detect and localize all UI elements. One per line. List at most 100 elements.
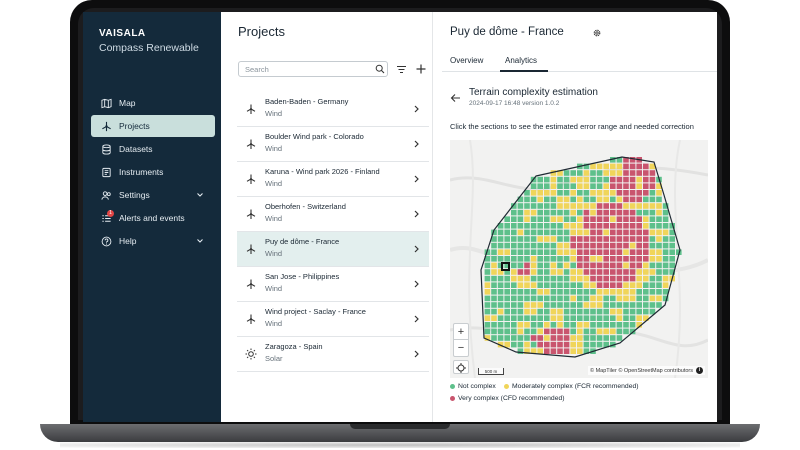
grid-cell[interactable] — [629, 163, 636, 170]
grid-cell[interactable] — [517, 322, 524, 328]
grid-cell[interactable] — [491, 249, 497, 255]
grid-cell[interactable] — [636, 269, 642, 275]
grid-cell[interactable] — [570, 328, 576, 335]
grid-cell[interactable] — [649, 229, 656, 236]
grid-cell[interactable] — [623, 209, 629, 216]
grid-cell[interactable] — [517, 335, 524, 341]
grid-cell[interactable] — [504, 315, 510, 321]
grid-cell[interactable] — [544, 282, 550, 288]
grid-cell[interactable] — [583, 170, 590, 176]
grid-cell[interactable] — [517, 236, 524, 242]
grid-cell[interactable] — [491, 322, 497, 328]
grid-cell[interactable] — [662, 209, 669, 216]
grid-cell[interactable] — [623, 302, 629, 308]
grid-cell[interactable] — [603, 335, 609, 341]
grid-cell[interactable] — [537, 348, 543, 354]
grid-cell[interactable] — [636, 170, 642, 176]
grid-cell[interactable] — [563, 322, 570, 328]
grid-cell[interactable] — [557, 328, 563, 335]
grid-cell[interactable] — [557, 236, 563, 242]
grid-cell[interactable] — [550, 196, 557, 203]
grid-cell[interactable] — [517, 328, 524, 335]
grid-cell[interactable] — [669, 229, 675, 236]
grid-cell[interactable] — [629, 308, 636, 315]
grid-cell[interactable] — [629, 322, 636, 328]
grid-cell[interactable] — [603, 196, 609, 203]
grid-cell[interactable] — [524, 308, 530, 315]
grid-cell[interactable] — [603, 190, 609, 196]
grid-cell[interactable] — [530, 190, 537, 196]
grid-cell[interactable] — [570, 209, 576, 216]
grid-cell[interactable] — [511, 322, 517, 328]
grid-cell[interactable] — [636, 176, 642, 183]
grid-cell[interactable] — [563, 341, 570, 348]
grid-cell[interactable] — [610, 242, 616, 249]
grid-cell[interactable] — [590, 242, 596, 249]
grid-cell[interactable] — [662, 223, 669, 229]
grid-cell[interactable] — [603, 223, 609, 229]
grid-cell[interactable] — [544, 176, 550, 183]
grid-cell[interactable] — [570, 302, 576, 308]
grid-cell[interactable] — [669, 256, 675, 262]
grid-cell[interactable] — [590, 196, 596, 203]
grid-cell[interactable] — [603, 242, 609, 249]
grid-cell[interactable] — [590, 229, 596, 236]
grid-cell[interactable] — [563, 328, 570, 335]
grid-cell[interactable] — [550, 269, 557, 275]
grid-cell[interactable] — [662, 203, 669, 209]
grid-cell[interactable] — [504, 308, 510, 315]
grid-cell[interactable] — [623, 223, 629, 229]
grid-cell[interactable] — [537, 275, 543, 282]
grid-cell[interactable] — [610, 236, 616, 242]
grid-cell[interactable] — [629, 242, 636, 249]
grid-cell[interactable] — [570, 203, 576, 209]
grid-cell[interactable] — [511, 203, 517, 209]
grid-cell[interactable] — [649, 302, 656, 308]
grid-cell[interactable] — [550, 348, 557, 354]
grid-cell[interactable] — [636, 322, 642, 328]
grid-cell[interactable] — [537, 308, 543, 315]
grid-cell[interactable] — [563, 308, 570, 315]
grid-cell[interactable] — [537, 295, 543, 302]
grid-cell[interactable] — [557, 302, 563, 308]
grid-cell[interactable] — [577, 295, 583, 302]
grid-cell[interactable] — [491, 315, 497, 321]
grid-cell[interactable] — [590, 341, 596, 348]
grid-cell[interactable] — [662, 295, 669, 302]
grid-cell[interactable] — [517, 289, 524, 295]
grid-cell[interactable] — [557, 256, 563, 262]
grid-cell[interactable] — [537, 242, 543, 249]
grid-cell[interactable] — [517, 242, 524, 249]
grid-cell[interactable] — [511, 282, 517, 288]
grid-cell[interactable] — [623, 229, 629, 236]
grid-cell[interactable] — [484, 262, 491, 269]
grid-cell[interactable] — [656, 196, 662, 203]
grid-cell[interactable] — [497, 328, 504, 335]
grid-cell[interactable] — [629, 170, 636, 176]
grid-cell[interactable] — [577, 262, 583, 269]
sidebar-item-instruments[interactable]: Instruments — [91, 161, 215, 183]
grid-cell[interactable] — [557, 275, 563, 282]
grid-cell[interactable] — [643, 315, 649, 321]
grid-cell[interactable] — [537, 341, 543, 348]
grid-cell[interactable] — [484, 315, 491, 321]
grid-cell[interactable] — [636, 196, 642, 203]
grid-cell[interactable] — [491, 229, 497, 236]
grid-cell[interactable] — [603, 341, 609, 348]
grid-cell[interactable] — [550, 289, 557, 295]
grid-cell[interactable] — [524, 289, 530, 295]
grid-cell[interactable] — [636, 262, 642, 269]
grid-cell[interactable] — [537, 322, 543, 328]
grid-cell[interactable] — [669, 269, 675, 275]
grid-cell[interactable] — [524, 196, 530, 203]
grid-cell[interactable] — [504, 302, 510, 308]
project-list-item[interactable]: Oberhofen - Switzerland Wind — [237, 197, 429, 232]
grid-cell[interactable] — [643, 256, 649, 262]
grid-cell[interactable] — [557, 242, 563, 249]
grid-cell[interactable] — [656, 262, 662, 269]
grid-cell[interactable] — [596, 322, 603, 328]
grid-cell[interactable] — [570, 322, 576, 328]
grid-cell[interactable] — [583, 348, 590, 354]
grid-cell[interactable] — [590, 249, 596, 255]
grid-cell[interactable] — [524, 269, 530, 275]
